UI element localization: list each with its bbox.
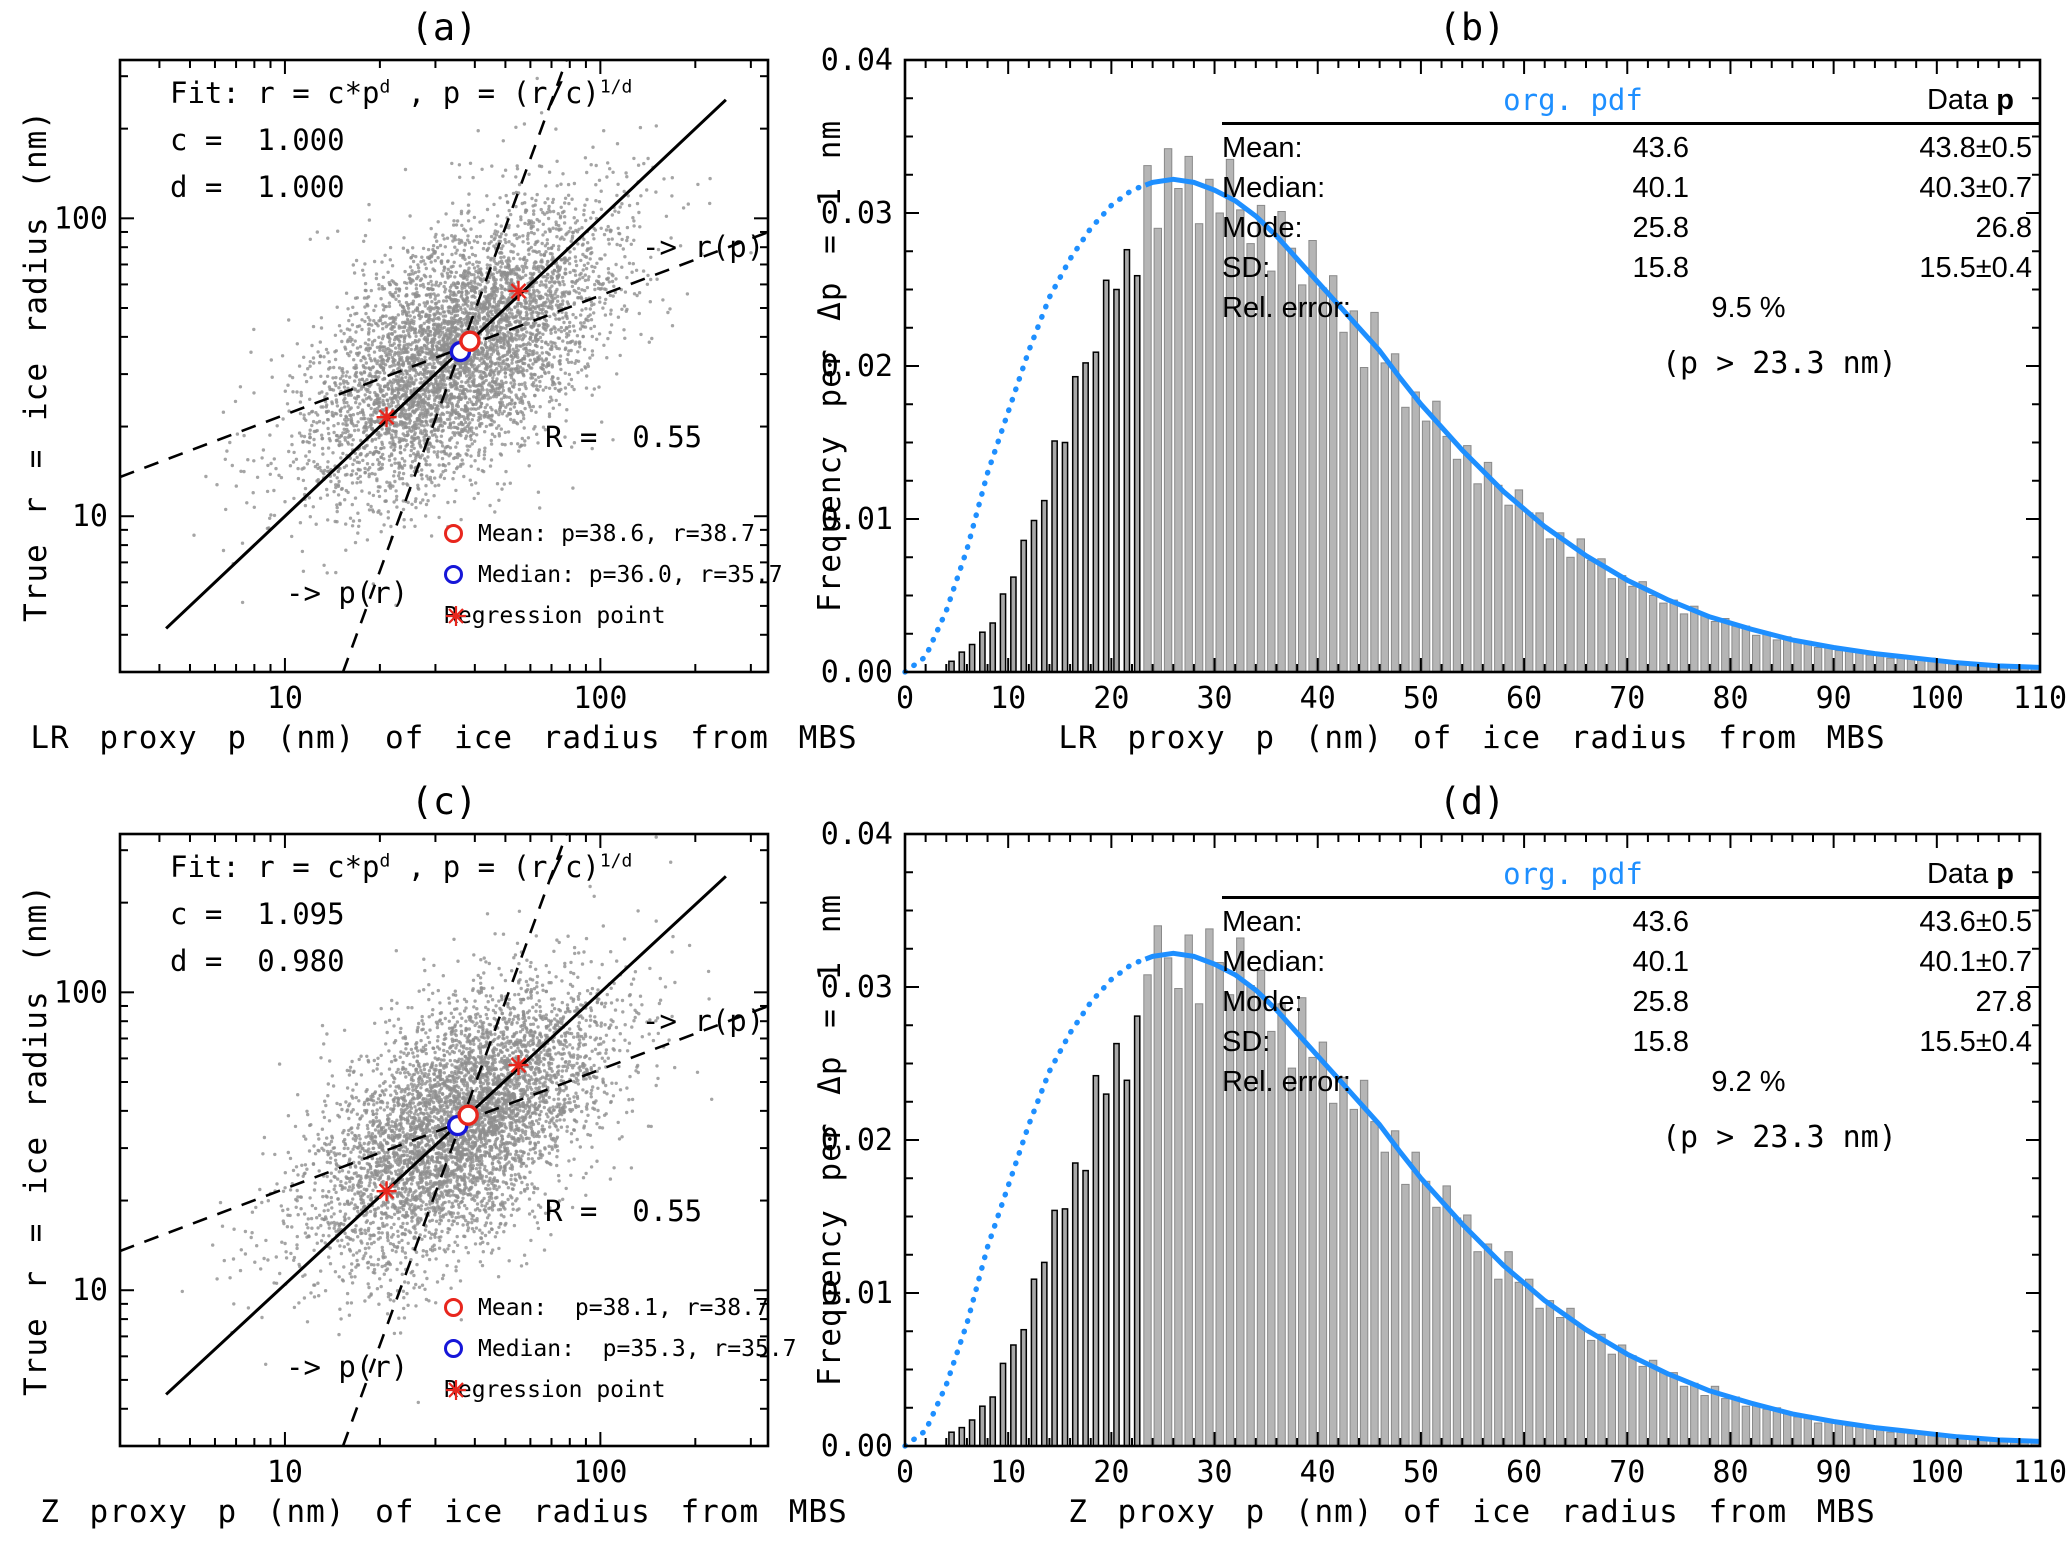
stats-header-orgpdf: org. pdf — [1503, 83, 1643, 117]
rp-arrow-label-c: -> r(p) — [642, 1004, 765, 1038]
stats-header-data-p: p — [1996, 857, 2014, 890]
stats-header-data-text: Data — [1926, 857, 1989, 890]
pr-arrow-label-a: -> p(r) — [286, 576, 409, 610]
stats-header-data-text: Data — [1926, 83, 1989, 116]
panel-b-xlabel: LR proxy p (nm) of ice radius from MBS — [1058, 720, 1886, 756]
fit-eq-text2: , p = (r/c) — [390, 850, 600, 884]
legend-regression-row: Regression point — [444, 1369, 797, 1410]
fit-eq-sup-d: d — [379, 850, 391, 872]
stats-table-d: org. pdf Data p Mean: 43.6 43.6±0.5 Median… — [1222, 854, 2040, 1103]
stats-divider — [1222, 896, 2040, 899]
panel-b-histogram-plot: 0 10 20 30 40 50 60 70 80 90 100 1100.000.010.020.0… — [821, 43, 2067, 716]
stats-row-mode: Mode: 25.8 26.8 — [1222, 212, 2032, 244]
legend-mean-label: Mean: p=38.6, r=38.7 — [478, 520, 755, 547]
stats-row-median: Median: 40.1 40.3±0.7 — [1222, 172, 2032, 204]
legend-mean-row: Mean: p=38.6, r=38.7 — [444, 513, 783, 554]
legend-median-row: Median: p=35.3, r=35.7 — [444, 1328, 797, 1369]
stats-header-data: Data p — [1697, 858, 2040, 891]
fit-equation: Fit: r = c*pd , p = (r/c)1/d — [170, 76, 632, 110]
fit-eq-sup-invd: 1/d — [599, 76, 633, 98]
legend-median-label: Median: p=36.0, r=35.7 — [478, 561, 783, 588]
fit-d-value: d = 1.000 — [170, 170, 345, 204]
mean-circle-icon — [444, 1298, 463, 1317]
stats-row-mode: Mode: 25.8 27.8 — [1222, 986, 2032, 1018]
legend-regression-label: Regression point — [444, 602, 666, 629]
asterisk-icon — [446, 1379, 466, 1400]
panel-d-xlabel: Z proxy p (nm) of ice radius from MBS — [1068, 1494, 1876, 1530]
stats-row-rel-error: Rel. error: 9.5 % — [1222, 292, 1786, 324]
median-circle-icon — [444, 565, 463, 584]
stats-row-mean: Mean: 43.6 43.8±0.5 — [1222, 132, 2032, 164]
legend-regression-label: Regression point — [444, 1376, 666, 1403]
fit-eq-sup-invd: 1/d — [599, 850, 633, 872]
panel-b-ylabel: Frequency per Δp = 1 nm — [812, 119, 848, 613]
stats-header-data: Data p — [1697, 84, 2040, 117]
stats-row-sd: SD: 15.8 15.5±0.4 — [1222, 1026, 2032, 1058]
legend-mean-label: Mean: p=38.1, r=38.7 — [478, 1294, 769, 1321]
mean-circle-icon — [444, 524, 463, 543]
panel-c-title: (c) — [410, 780, 478, 823]
panel-d-title: (d) — [1438, 780, 1506, 823]
cutoff-note-b: (p > 23.3 nm) — [1662, 346, 1897, 381]
stats-divider — [1222, 122, 2040, 125]
fit-c-value: c = 1.095 — [170, 897, 345, 931]
panel-a-title: (a) — [410, 6, 478, 49]
stats-row-rel-error: Rel. error: 9.2 % — [1222, 1066, 1786, 1098]
fit-d-value: d = 0.980 — [170, 944, 345, 978]
pr-arrow-label-c: -> p(r) — [286, 1350, 409, 1384]
legend-median-label: Median: p=35.3, r=35.7 — [478, 1335, 797, 1362]
panel-d-ylabel: Frequency per Δp = 1 nm — [812, 893, 848, 1387]
legend-median-row: Median: p=36.0, r=35.7 — [444, 554, 783, 595]
panel-d-histogram-plot: 0 10 20 30 40 50 60 70 80 90 100 1100.000.010.020.0… — [821, 817, 2067, 1490]
stats-header-row: org. pdf Data p — [1222, 854, 2040, 894]
rp-arrow-label-a: -> r(p) — [642, 230, 765, 264]
stats-header-orgpdf: org. pdf — [1503, 857, 1643, 891]
panel-c-xlabel: Z proxy p (nm) of ice radius from MBS — [40, 1494, 848, 1530]
legend-mean-row: Mean: p=38.1, r=38.7 — [444, 1287, 797, 1328]
asterisk-icon — [446, 605, 466, 626]
fit-equation: Fit: r = c*pd , p = (r/c)1/d — [170, 850, 632, 884]
stats-row-mean: Mean: 43.6 43.6±0.5 — [1222, 906, 2032, 938]
legend-a: Mean: p=38.6, r=38.7 Median: p=36.0, r=3… — [444, 513, 783, 636]
panel-a-ylabel: True r = ice radius (nm) — [18, 110, 54, 622]
panel-a-xlabel: LR proxy p (nm) of ice radius from MBS — [30, 720, 858, 756]
median-circle-icon — [444, 1339, 463, 1358]
stats-table-b: org. pdf Data p Mean: 43.6 43.8±0.5 Median… — [1222, 80, 2040, 329]
stats-header-data-p: p — [1996, 83, 2014, 116]
r-value-a: R = 0.55 — [545, 420, 703, 454]
fit-eq-text: Fit: r = c*p — [170, 850, 380, 884]
fit-eq-sup-d: d — [379, 76, 391, 98]
panel-b-title: (b) — [1438, 6, 1506, 49]
fit-annotation-a: Fit: r = c*pd , p = (r/c)1/d c = 1.000 d… — [170, 76, 632, 204]
cutoff-note-d: (p > 23.3 nm) — [1662, 1120, 1897, 1155]
fit-eq-text2: , p = (r/c) — [390, 76, 600, 110]
stats-row-median: Median: 40.1 40.1±0.7 — [1222, 946, 2032, 978]
fit-c-value: c = 1.000 — [170, 123, 345, 157]
legend-regression-row: Regression point — [444, 595, 783, 636]
stats-header-row: org. pdf Data p — [1222, 80, 2040, 120]
fit-eq-text: Fit: r = c*p — [170, 76, 380, 110]
legend-c: Mean: p=38.1, r=38.7 Median: p=35.3, r=3… — [444, 1287, 797, 1410]
stats-row-sd: SD: 15.8 15.5±0.4 — [1222, 252, 2032, 284]
panel-c-ylabel: True r = ice radius (nm) — [18, 884, 54, 1396]
r-value-c: R = 0.55 — [545, 1194, 703, 1228]
fit-annotation-c: Fit: r = c*pd , p = (r/c)1/d c = 1.095 d… — [170, 850, 632, 978]
